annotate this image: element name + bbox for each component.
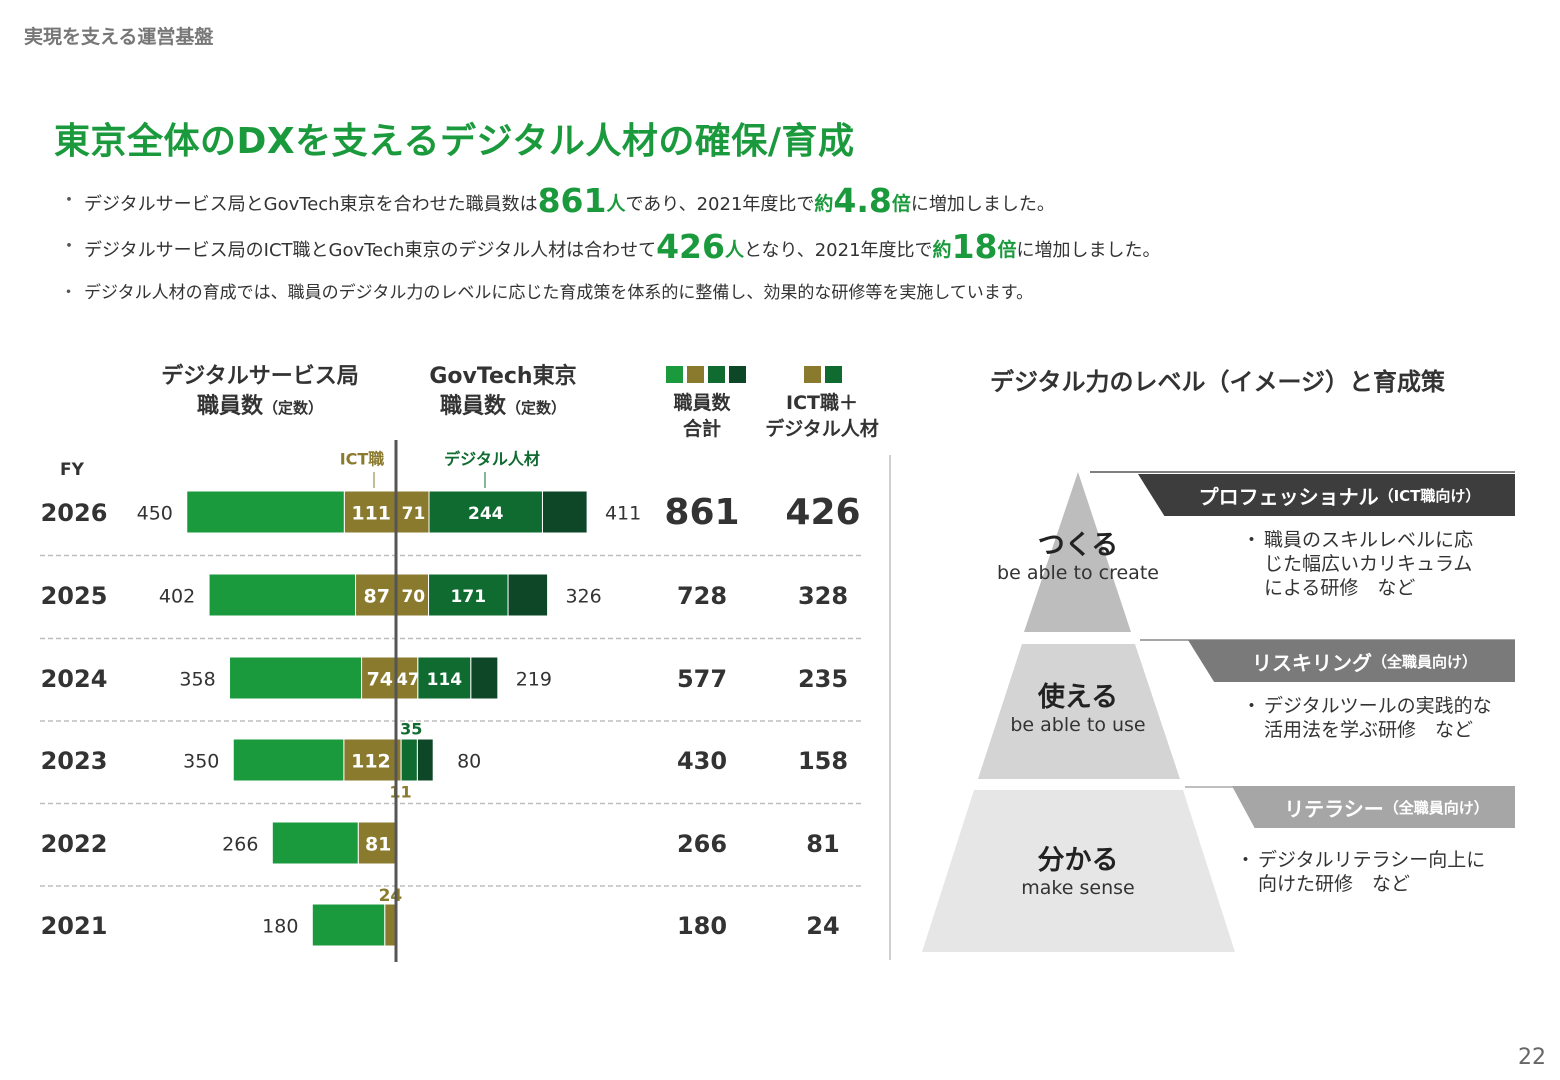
label-gt-ict: 47 — [396, 670, 420, 690]
ict-digital-value: 24 — [806, 912, 839, 940]
bar-ds-ict — [361, 656, 397, 700]
bar-gt-other — [507, 573, 549, 617]
year-label: 2024 — [41, 665, 108, 693]
column-header-total: 職員数 合計 — [673, 392, 731, 440]
ict-digital-value: 235 — [798, 665, 848, 693]
label-gt-total: 80 — [457, 751, 481, 773]
bar-gt-digital — [417, 656, 472, 700]
label-ds-total: 450 — [137, 503, 173, 525]
chart-header-right: GovTech東京 職員数（定数） — [429, 364, 577, 419]
fy-label: FY — [60, 460, 84, 480]
pyramid-title: デジタル力のレベル（イメージ）と育成策 — [990, 368, 1446, 396]
bar-ds-ict — [343, 490, 397, 534]
label-ds-total: 350 — [183, 751, 219, 773]
band-professional: プロフェッショナル （ICT職向け） — [1138, 474, 1515, 516]
label-ds-ict: 112 — [351, 751, 391, 773]
label-ds-ict: 81 — [365, 834, 391, 856]
chart-header-left: デジタルサービス局 職員数（定数） — [161, 364, 359, 419]
bullet-digital-talent: デジタルサービス局のICT職とGovTech東京のデジタル人材は合わせて426人… — [60, 226, 1500, 272]
pyramid-level-middle — [978, 644, 1180, 779]
bar-ds-ict — [355, 573, 397, 617]
label-gt-digital: 114 — [427, 670, 463, 690]
column-header-ict: ICT職＋ デジタル人材 — [765, 392, 879, 440]
label-ds-total: 358 — [179, 669, 215, 691]
page-number: 22 — [1518, 1045, 1546, 1070]
label-ds-total: 180 — [262, 916, 298, 938]
total-staff-value: 577 — [677, 665, 727, 693]
ict-digital-value: 328 — [798, 582, 848, 610]
label-ds-total: 402 — [159, 586, 195, 608]
total-staff-value: 180 — [677, 912, 727, 940]
pyramid-level-top — [1024, 472, 1131, 632]
bar-ds-staff — [232, 738, 345, 782]
label-gt-ict: 71 — [402, 504, 426, 524]
bar-gt-digital — [428, 573, 509, 617]
total-staff-value: 728 — [677, 582, 727, 610]
bar-ds-ict — [384, 903, 397, 947]
bullet-staff-total: デジタルサービス局とGovTech東京を合わせた職員数は861人であり、2021… — [60, 180, 1500, 226]
year-label: 2022 — [41, 830, 108, 858]
ict-digital-value: 426 — [785, 492, 860, 533]
bar-ds-staff — [208, 573, 357, 617]
label-ds-total: 266 — [222, 834, 258, 856]
label-gt-ict: 11 — [389, 783, 411, 802]
total-staff-value: 861 — [664, 492, 739, 533]
label-ds-ict: 24 — [379, 886, 403, 906]
ict-digital-value: 158 — [798, 747, 848, 775]
year-label: 2021 — [41, 912, 108, 940]
bar-gt-other — [541, 490, 588, 534]
year-label: 2026 — [41, 499, 108, 527]
bullet-training: デジタル人材の育成では、職員のデジタル力のレベルに応じた育成策を体系的に整備し、… — [60, 272, 1500, 318]
bar-gt-digital — [400, 738, 418, 782]
bar-gt-ict — [395, 573, 430, 617]
pyramid-level-bottom — [922, 790, 1235, 952]
bar-gt-other — [416, 738, 434, 782]
page-title: 東京全体のDXを支えるデジタル人材の確保/育成 — [54, 121, 855, 162]
band-reskilling: リスキリング （全職員向け） — [1188, 640, 1515, 682]
label-gt-digital: 171 — [451, 587, 487, 607]
bar-ds-staff — [186, 490, 345, 534]
year-label: 2023 — [41, 747, 108, 775]
label-gt-ict: 70 — [401, 587, 425, 607]
level-create-label: つくる be able to create — [997, 530, 1159, 584]
label-gt-total: 411 — [605, 503, 641, 525]
ict-digital-value: 81 — [806, 830, 839, 858]
total-staff-value: 430 — [677, 747, 727, 775]
bar-gt-other — [470, 656, 499, 700]
section-label: 実現を支える運営基盤 — [24, 26, 214, 48]
year-label: 2025 — [41, 582, 108, 610]
segment-label-ict: ICT職 — [340, 450, 385, 469]
total-staff-value: 266 — [677, 830, 727, 858]
label-ds-ict: 74 — [367, 669, 393, 691]
segment-label-digital: デジタル人材 — [444, 450, 540, 469]
legend-total-swatches — [664, 366, 748, 387]
bar-ds-staff — [271, 821, 359, 865]
label-ds-ict: 111 — [351, 503, 391, 525]
section-divider — [889, 455, 891, 960]
summary-bullets: デジタルサービス局とGovTech東京を合わせた職員数は861人であり、2021… — [60, 180, 1500, 318]
band-literacy: リテラシー （全職員向け） — [1232, 786, 1515, 828]
label-gt-digital: 35 — [400, 720, 422, 739]
bar-ds-ict — [357, 821, 397, 865]
bar-ds-ict — [343, 738, 397, 782]
label-gt-digital: 244 — [468, 504, 504, 524]
staff-bar-chart: ICT職 デジタル人材 2026 450 111 411 71 244 861 426 2025 40… — [40, 440, 862, 962]
bar-ds-staff — [229, 656, 363, 700]
legend-ict-swatches — [802, 366, 844, 387]
label-gt-total: 219 — [516, 669, 552, 691]
level-sense-label: 分かる make sense — [1021, 845, 1135, 899]
bar-gt-digital — [428, 490, 543, 534]
label-ds-ict: 87 — [364, 586, 390, 608]
bar-ds-staff — [311, 903, 386, 947]
label-gt-total: 326 — [565, 586, 601, 608]
level-use-label: 使える be able to use — [1010, 682, 1146, 736]
